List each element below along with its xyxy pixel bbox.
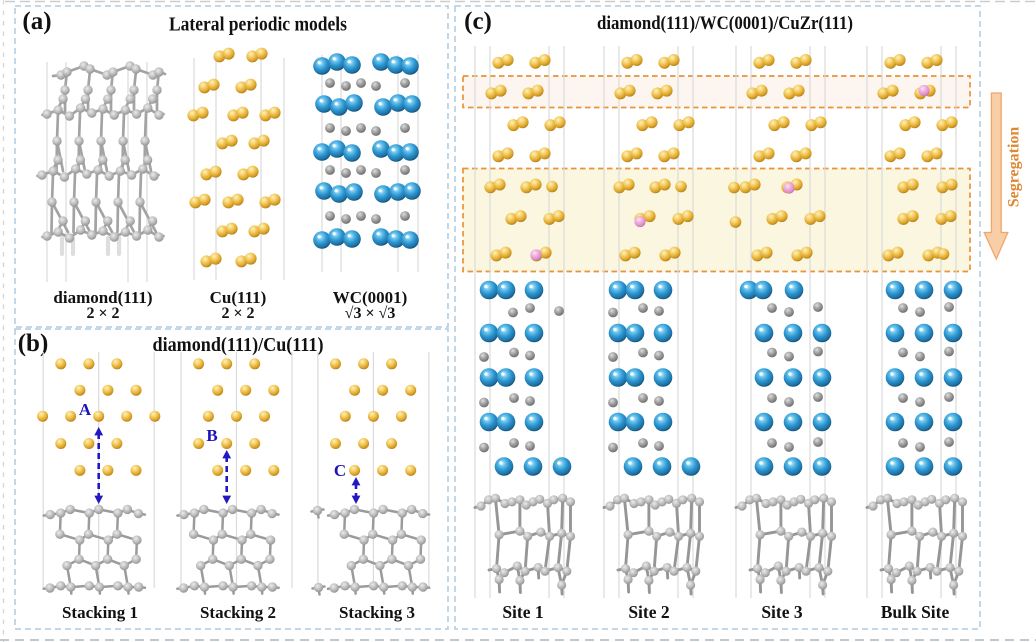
svg-text:Lateral periodic models: Lateral periodic models: [169, 14, 347, 36]
svg-text:Site 3: Site 3: [761, 602, 803, 622]
svg-text:2 × 2: 2 × 2: [86, 305, 119, 322]
svg-text:Stacking 3: Stacking 3: [339, 603, 415, 622]
svg-text:diamond(111): diamond(111): [53, 288, 152, 307]
svg-text:diamond(111)/Cu(111): diamond(111)/Cu(111): [153, 335, 324, 356]
svg-text:Site 1: Site 1: [502, 602, 543, 622]
svg-text:A: A: [79, 400, 92, 419]
svg-text:Stacking 1: Stacking 1: [62, 603, 138, 622]
svg-text:Stacking 2: Stacking 2: [200, 603, 276, 622]
svg-text:√3 × √3: √3 × √3: [345, 305, 396, 322]
svg-text:C: C: [334, 461, 346, 480]
svg-text:diamond(111)/WC(0001)/CuZr(111: diamond(111)/WC(0001)/CuZr(111): [597, 13, 853, 34]
svg-text:Segregation: Segregation: [1006, 127, 1023, 208]
svg-text:Site 2: Site 2: [628, 602, 669, 622]
svg-text:WC(0001): WC(0001): [333, 288, 408, 307]
svg-text:Bulk Site: Bulk Site: [881, 602, 950, 622]
svg-text:Cu(111): Cu(111): [210, 288, 267, 307]
svg-text:(c): (c): [464, 8, 492, 35]
svg-text:B: B: [206, 426, 217, 445]
svg-text:2 × 2: 2 × 2: [221, 305, 254, 322]
svg-text:(a): (a): [22, 8, 51, 35]
